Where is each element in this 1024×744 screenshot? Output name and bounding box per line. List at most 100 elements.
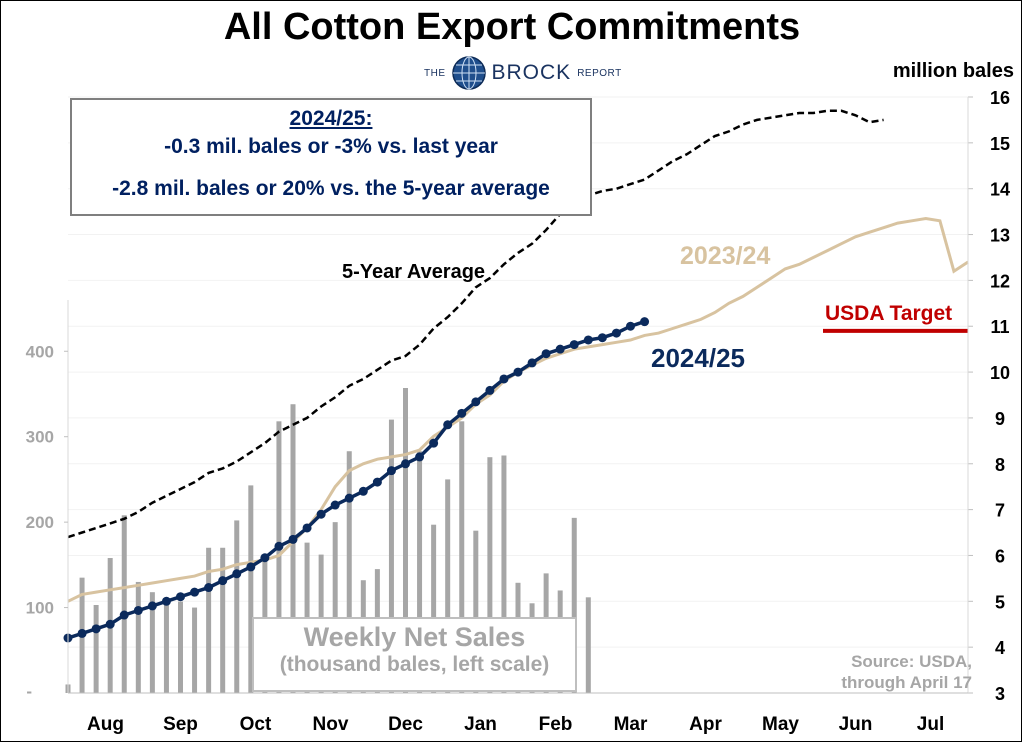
series-lines (63, 109, 969, 643)
weekly-sales-bar (403, 387, 408, 693)
current-year-point (541, 349, 551, 359)
chart-title: All Cotton Export Commitments (223, 6, 801, 48)
current-year-point (274, 541, 284, 551)
x-axis-tick-label: Jun (839, 714, 873, 735)
summary-line-vs-5yr-average: -2.8 mil. bales or 20% vs. the 5-year av… (112, 177, 550, 200)
weekly-sales-bar (248, 485, 254, 693)
current-year-point (457, 408, 467, 418)
left-axis-bottom-tick-label: - (26, 682, 32, 701)
source-line-1: Source: USDA, (851, 652, 972, 671)
weekly-sales-bar (571, 517, 577, 693)
x-axis-tick-label: Apr (689, 714, 722, 735)
x-axis-tick-label: May (762, 714, 799, 735)
source-note: Source: USDA, through April 17 (812, 651, 972, 693)
left-axis-tick-label: 100 (26, 599, 54, 618)
right-axis-tick-label: 4 (995, 638, 1005, 658)
current-year-point (119, 610, 129, 620)
x-axis-tick-label: Feb (539, 714, 573, 735)
weekly-sales-bar (417, 451, 423, 693)
weekly-sales-bar (192, 607, 198, 693)
left-axis-tick-label: 300 (26, 428, 54, 447)
x-axis-tick-label: Aug (87, 714, 124, 735)
x-axis-tick-label: Jul (917, 714, 944, 735)
right-axis-tick-label: 3 (995, 684, 1005, 704)
logo-text-brock: BROCK (491, 61, 572, 84)
summary-box: 2024/25: -0.3 mil. bales or -3% vs. last… (70, 98, 592, 216)
logo-text-report: REPORT (577, 67, 622, 79)
weekly-sales-bar (332, 522, 338, 693)
current-year-point (218, 576, 228, 586)
current-year-point (640, 317, 650, 327)
weekly-sales-bar (487, 457, 493, 693)
current-year-point (415, 452, 425, 462)
current-year-point (499, 374, 509, 384)
weekly-sales-title: Weekly Net Sales (303, 622, 526, 652)
weekly-sales-bar (220, 547, 226, 693)
current-year-point (597, 333, 607, 343)
weekly-sales-bar (93, 605, 99, 693)
current-year-point (527, 358, 537, 368)
weekly-sales-bar (206, 547, 212, 693)
weekly-sales-bar (346, 451, 352, 693)
current-year-label: 2024/25 (651, 343, 745, 373)
logo-text-the: THE (424, 67, 446, 79)
current-year-point (358, 486, 368, 496)
current-year-point (77, 628, 87, 638)
five-year-average-label: 5-Year Average (342, 261, 485, 283)
summary-heading: 2024/25: (289, 107, 373, 130)
current-year-point (316, 509, 326, 519)
right-axis-tick-label: 6 (995, 546, 1005, 566)
right-axis-tick-label: 10 (990, 363, 1010, 383)
right-axis-tick-label: 7 (995, 501, 1005, 521)
current-year-point (401, 459, 410, 469)
right-axis-tick-label: 5 (995, 592, 1005, 612)
x-axis-tick-label: Mar (614, 714, 648, 735)
prior-year-label: 2023/24 (680, 242, 770, 270)
current-year-point (569, 340, 579, 350)
weekly-sales-bar (431, 524, 437, 693)
weekly-sales-bar (234, 520, 240, 693)
weekly-sales-bar (585, 597, 591, 693)
weekly-sales-bar (388, 419, 394, 693)
current-year-point (288, 534, 298, 544)
left-axis-tick-label: 400 (26, 342, 54, 361)
current-year-point (330, 500, 340, 510)
current-year-point (176, 592, 185, 602)
right-axis-title: million bales (892, 60, 1014, 82)
right-axis-tick-label: 16 (990, 88, 1010, 108)
current-year-point (583, 335, 593, 345)
axes: 100 200 300 400 - 3 4 5 6 7 8 9 10 11 12 13 14 15 16 Aug Sep… (26, 88, 1010, 735)
right-axis-tick-label: 15 (990, 134, 1010, 154)
weekly-sales-bar (445, 479, 451, 693)
weekly-sales-legend-box: Weekly Net Sales (thousand bales, left s… (252, 617, 577, 692)
current-year-point (443, 420, 453, 430)
current-year-point (105, 619, 115, 629)
prior-year-line (67, 216, 969, 603)
current-year-point (386, 466, 396, 476)
weekly-sales-bar (501, 455, 507, 693)
current-year-point (429, 438, 439, 448)
current-year-point (190, 587, 200, 597)
x-axis-tick-label: Sep (163, 714, 198, 735)
x-axis-tick-label: Oct (240, 714, 272, 735)
current-year-point (91, 624, 101, 634)
weekly-sales-bar (459, 421, 465, 693)
weekly-sales-bar (290, 404, 296, 693)
right-axis-tick-label: 14 (990, 180, 1010, 200)
current-year-point (611, 328, 621, 338)
x-axis-tick-label: Nov (313, 714, 349, 735)
five-year-average-line (67, 109, 884, 539)
weekly-sales-bar (135, 581, 141, 693)
x-axis-tick-label: Dec (388, 714, 423, 735)
current-year-point (204, 583, 214, 593)
weekly-sales-bar (149, 592, 155, 693)
current-year-point (513, 367, 523, 377)
weekly-sales-bar (276, 421, 282, 693)
x-axis-tick-label: Jan (464, 714, 497, 735)
usda-target-label: USDA Target (825, 302, 952, 325)
globe-icon (451, 56, 486, 90)
right-axis-tick-label: 9 (995, 409, 1005, 429)
right-axis-tick-label: 12 (990, 271, 1010, 291)
current-year-point (372, 477, 382, 487)
